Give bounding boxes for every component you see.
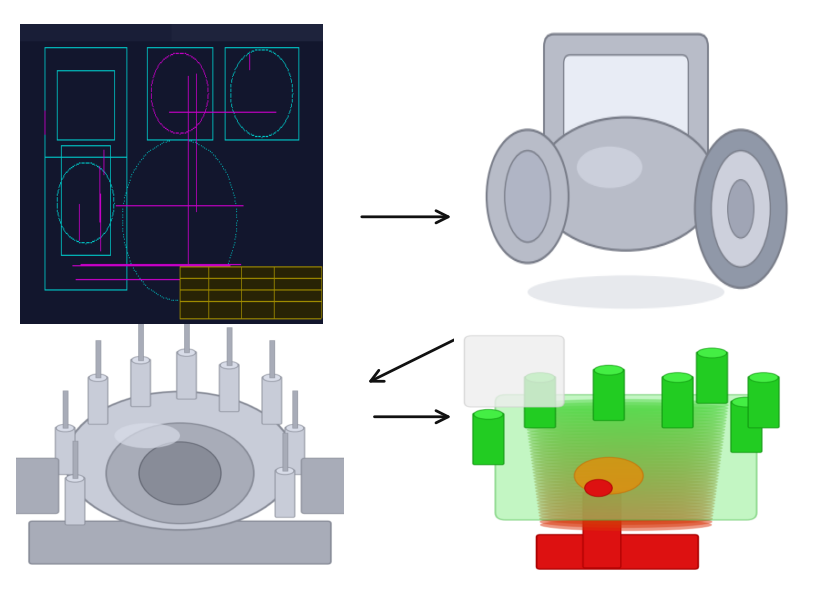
Text: Modeling: Modeling [540,338,635,359]
Text: 주조해석: 주조해석 [562,520,612,540]
Text: 가공도면: 가공도면 [210,324,260,345]
Text: 주조방안: 주조방안 [217,520,267,540]
